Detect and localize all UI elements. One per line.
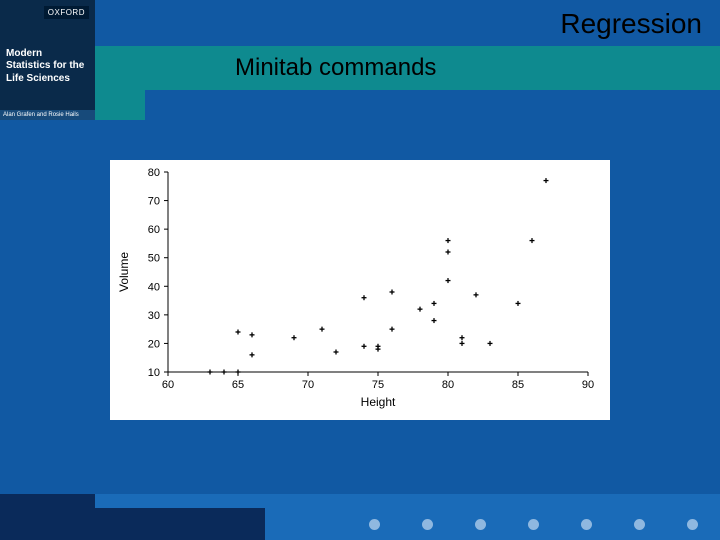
svg-text:85: 85 (512, 379, 524, 391)
svg-text:10: 10 (148, 367, 160, 379)
dot (422, 519, 433, 530)
svg-text:60: 60 (162, 379, 174, 391)
publisher-badge: OXFORD (44, 6, 89, 19)
dot (634, 519, 645, 530)
svg-text:40: 40 (148, 281, 160, 293)
svg-text:70: 70 (148, 196, 160, 208)
book-cover: OXFORD Modern Statistics for the Life Sc… (0, 0, 95, 120)
svg-text:80: 80 (148, 167, 160, 179)
footer-dots (369, 519, 698, 530)
subtitle-band: Minitab commands (95, 46, 720, 90)
book-authors: Alan Grafen and Rosie Hails (0, 110, 95, 120)
footer-dark (0, 494, 95, 540)
svg-text:65: 65 (232, 379, 244, 391)
book-title: Modern Statistics for the Life Sciences (6, 48, 89, 86)
svg-text:90: 90 (582, 379, 594, 391)
subtitle-accent (95, 90, 145, 120)
svg-text:50: 50 (148, 253, 160, 265)
chart-svg: 10 20 30 40 50 60 70 80 60 65 70 75 80 85 90 Height Volu… (110, 160, 610, 420)
dot (475, 519, 486, 530)
dot (581, 519, 592, 530)
scatter-chart: 10 20 30 40 50 60 70 80 60 65 70 75 80 85 90 Height Volu… (110, 160, 610, 420)
svg-text:80: 80 (442, 379, 454, 391)
slide-title: Regression (560, 8, 702, 40)
svg-text:70: 70 (302, 379, 314, 391)
footer-accent (95, 508, 265, 540)
dot (528, 519, 539, 530)
slide-subtitle: Minitab commands (235, 54, 436, 82)
svg-text:Volume: Volume (117, 252, 131, 292)
svg-text:60: 60 (148, 224, 160, 236)
svg-text:20: 20 (148, 338, 160, 350)
svg-text:75: 75 (372, 379, 384, 391)
dot (369, 519, 380, 530)
svg-text:30: 30 (148, 310, 160, 322)
dot (687, 519, 698, 530)
svg-text:Height: Height (361, 395, 396, 409)
